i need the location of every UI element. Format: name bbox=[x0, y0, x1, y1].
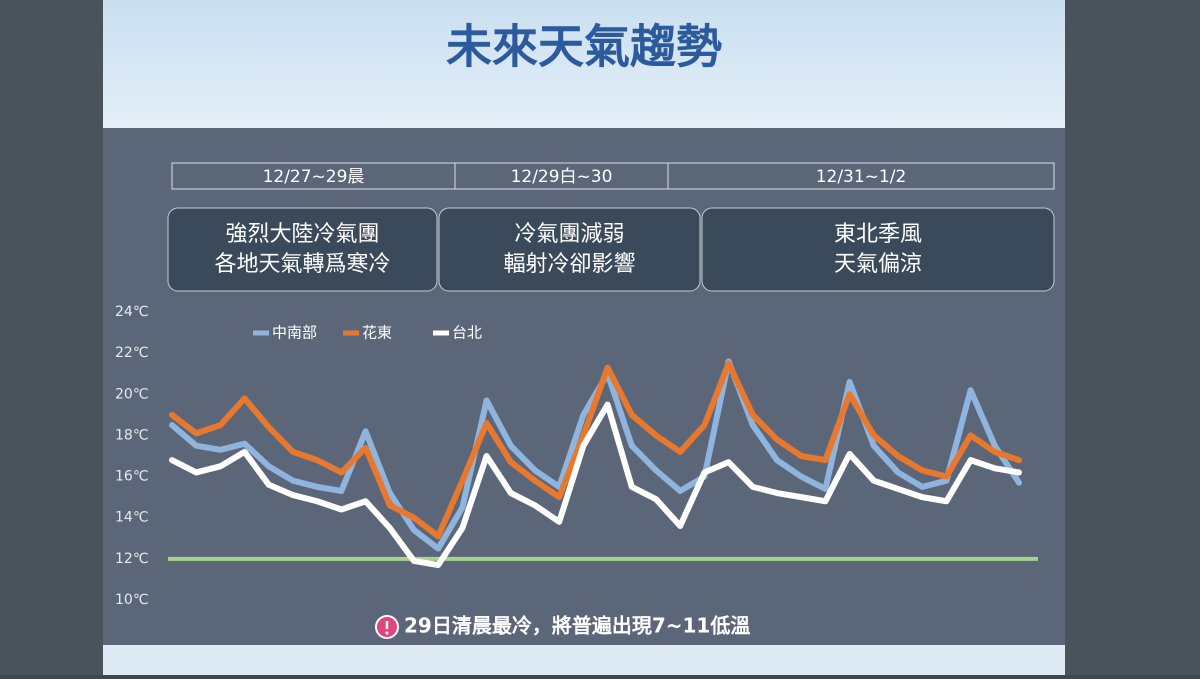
y-tick-label: 16℃ bbox=[115, 469, 149, 485]
header-band bbox=[103, 0, 1065, 128]
description-box bbox=[438, 207, 701, 292]
note: 29日清晨最冷，將普遍出現7~11低溫 bbox=[404, 614, 750, 638]
y-tick-label: 24℃ bbox=[115, 304, 149, 320]
period-label: 12/29白~30 bbox=[511, 167, 613, 187]
description-text: 天氣偏涼 bbox=[834, 252, 922, 277]
panel bbox=[103, 128, 1065, 645]
description-box bbox=[167, 207, 438, 292]
description-box bbox=[701, 207, 1055, 292]
footer-band bbox=[103, 645, 1065, 675]
period-label: 12/27~29晨 bbox=[263, 167, 365, 187]
backdrop bbox=[0, 0, 103, 675]
description-text: 強烈大陸冷氣團 bbox=[225, 222, 379, 247]
y-tick-label: 22℃ bbox=[115, 345, 149, 361]
legend-label: 中南部 bbox=[272, 324, 317, 342]
title: 未來天氣趨勢 bbox=[446, 20, 722, 74]
series-line bbox=[169, 401, 1022, 569]
period-cell bbox=[667, 162, 1055, 190]
y-tick-label: 20℃ bbox=[115, 386, 149, 402]
y-tick-label: 14℃ bbox=[115, 510, 149, 526]
description-text: 輻射冷卻影響 bbox=[503, 252, 635, 277]
description-text: 各地天氣轉爲寒冷 bbox=[214, 252, 390, 277]
period-label: 12/31~1/2 bbox=[816, 167, 907, 187]
y-tick-label: 10℃ bbox=[115, 592, 149, 608]
alert-dot bbox=[385, 631, 389, 635]
legend-label: 花東 bbox=[362, 324, 392, 342]
y-tick-label: 18℃ bbox=[115, 427, 149, 443]
description-text: 東北季風 bbox=[834, 222, 922, 247]
series-line bbox=[169, 360, 1022, 540]
y-tick-label: 12℃ bbox=[115, 551, 149, 567]
description-text: 冷氣團減弱 bbox=[514, 222, 624, 247]
backdrop bbox=[1065, 0, 1200, 675]
legend-label: 台北 bbox=[452, 324, 482, 342]
